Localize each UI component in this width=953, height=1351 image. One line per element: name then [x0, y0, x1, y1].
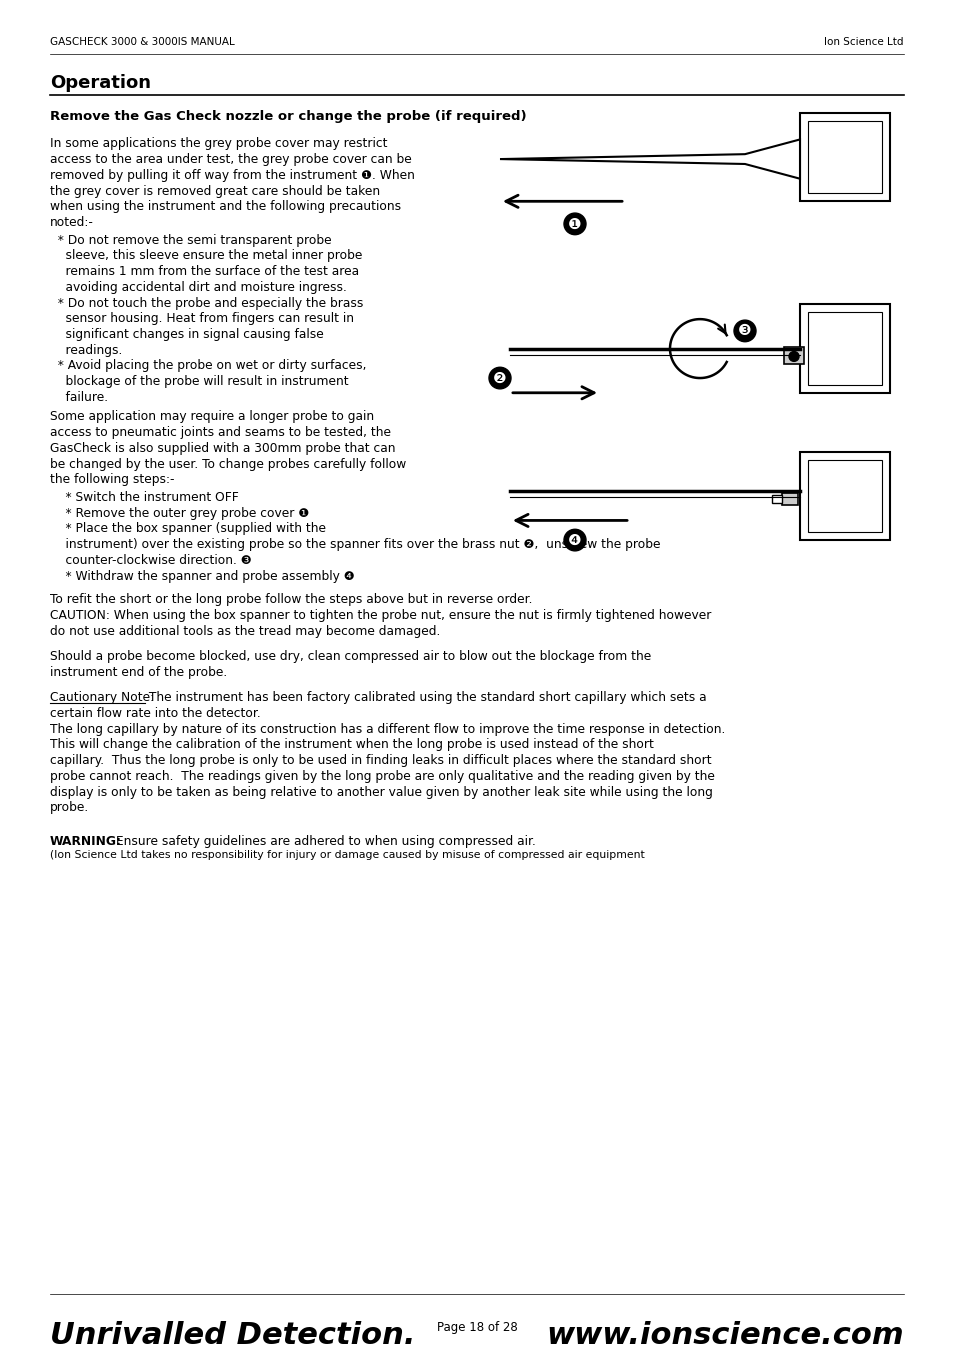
FancyBboxPatch shape — [800, 304, 889, 393]
Text: * Remove the outer grey probe cover ❶: * Remove the outer grey probe cover ❶ — [50, 507, 309, 520]
Text: certain flow rate into the detector.: certain flow rate into the detector. — [50, 707, 260, 720]
Text: Ion Science Ltd: Ion Science Ltd — [823, 38, 903, 47]
Text: * Do not touch the probe and especially the brass: * Do not touch the probe and especially … — [50, 297, 363, 309]
Text: probe.: probe. — [50, 801, 90, 815]
FancyBboxPatch shape — [800, 451, 889, 540]
Text: blockage of the probe will result in instrument: blockage of the probe will result in ins… — [50, 376, 348, 388]
Text: www.ionscience.com: www.ionscience.com — [546, 1321, 903, 1350]
Text: (Ion Science Ltd takes no responsibility for injury or damage caused by misuse o: (Ion Science Ltd takes no responsibility… — [50, 850, 644, 861]
FancyBboxPatch shape — [771, 494, 781, 503]
Text: the following steps:-: the following steps:- — [50, 473, 174, 486]
FancyBboxPatch shape — [807, 459, 882, 532]
Text: avoiding accidental dirt and moisture ingress.: avoiding accidental dirt and moisture in… — [50, 281, 347, 293]
Circle shape — [788, 351, 799, 361]
Text: Some application may require a longer probe to gain: Some application may require a longer pr… — [50, 411, 374, 423]
Text: * Do not remove the semi transparent probe: * Do not remove the semi transparent pro… — [50, 234, 332, 247]
Text: counter-clockwise direction. ❸: counter-clockwise direction. ❸ — [50, 554, 252, 567]
Text: Page 18 of 28: Page 18 of 28 — [436, 1321, 517, 1333]
Text: noted:-: noted:- — [50, 216, 93, 230]
Text: Should a probe become blocked, use dry, clean compressed air to blow out the blo: Should a probe become blocked, use dry, … — [50, 650, 651, 663]
Text: ❸: ❸ — [738, 323, 751, 338]
Polygon shape — [499, 139, 800, 178]
Circle shape — [489, 367, 511, 389]
Text: probe cannot reach.  The readings given by the long probe are only qualitative a: probe cannot reach. The readings given b… — [50, 770, 714, 782]
Text: * Place the box spanner (supplied with the: * Place the box spanner (supplied with t… — [50, 523, 326, 535]
Text: failure.: failure. — [50, 390, 108, 404]
Text: sleeve, this sleeve ensure the metal inner probe: sleeve, this sleeve ensure the metal inn… — [50, 250, 362, 262]
Text: be changed by the user. To change probes carefully follow: be changed by the user. To change probes… — [50, 458, 406, 470]
Text: capillary.  Thus the long probe is only to be used in finding leaks in difficult: capillary. Thus the long probe is only t… — [50, 754, 711, 767]
Text: ❶: ❶ — [568, 216, 581, 231]
Text: GasCheck is also supplied with a 300mm probe that can: GasCheck is also supplied with a 300mm p… — [50, 442, 395, 455]
Text: ❷: ❷ — [493, 370, 506, 385]
Text: readings.: readings. — [50, 343, 122, 357]
FancyBboxPatch shape — [800, 113, 889, 201]
Text: * Switch the instrument OFF: * Switch the instrument OFF — [50, 490, 238, 504]
Circle shape — [563, 530, 585, 551]
Text: CAUTION: When using the box spanner to tighten the probe nut, ensure the nut is : CAUTION: When using the box spanner to t… — [50, 609, 711, 621]
Text: The long capillary by nature of its construction has a different flow to improve: The long capillary by nature of its cons… — [50, 723, 724, 736]
Text: display is only to be taken as being relative to another value given by another : display is only to be taken as being rel… — [50, 785, 712, 798]
Text: access to the area under test, the grey probe cover can be: access to the area under test, the grey … — [50, 153, 412, 166]
Text: Ensure safety guidelines are adhered to when using compressed air.: Ensure safety guidelines are adhered to … — [112, 835, 536, 847]
Text: Unrivalled Detection.: Unrivalled Detection. — [50, 1321, 416, 1350]
Text: when using the instrument and the following precautions: when using the instrument and the follow… — [50, 200, 400, 213]
Text: ❹: ❹ — [568, 532, 581, 547]
Text: GASCHECK 3000 & 3000IS MANUAL: GASCHECK 3000 & 3000IS MANUAL — [50, 38, 234, 47]
Text: Cautionary Note:: Cautionary Note: — [50, 692, 154, 704]
FancyBboxPatch shape — [783, 347, 803, 365]
FancyBboxPatch shape — [807, 120, 882, 193]
Text: This will change the calibration of the instrument when the long probe is used i: This will change the calibration of the … — [50, 739, 653, 751]
Text: remains 1 mm from the surface of the test area: remains 1 mm from the surface of the tes… — [50, 265, 358, 278]
Text: In some applications the grey probe cover may restrict: In some applications the grey probe cove… — [50, 138, 387, 150]
Text: Operation: Operation — [50, 74, 151, 92]
Text: instrument end of the probe.: instrument end of the probe. — [50, 666, 227, 678]
Text: WARNING:: WARNING: — [50, 835, 122, 847]
Circle shape — [563, 213, 585, 235]
Text: access to pneumatic joints and seams to be tested, the: access to pneumatic joints and seams to … — [50, 426, 391, 439]
FancyBboxPatch shape — [781, 493, 797, 505]
Text: To refit the short or the long probe follow the steps above but in reverse order: To refit the short or the long probe fol… — [50, 593, 532, 607]
FancyBboxPatch shape — [807, 312, 882, 385]
Text: do not use additional tools as the tread may become damaged.: do not use additional tools as the tread… — [50, 624, 440, 638]
Text: Remove the Gas Check nozzle or change the probe (if required): Remove the Gas Check nozzle or change th… — [50, 109, 526, 123]
Text: the grey cover is removed great care should be taken: the grey cover is removed great care sho… — [50, 185, 379, 197]
Text: * Withdraw the spanner and probe assembly ❹: * Withdraw the spanner and probe assembl… — [50, 570, 355, 582]
Circle shape — [733, 320, 755, 342]
Text: significant changes in signal causing false: significant changes in signal causing fa… — [50, 328, 323, 340]
Text: * Avoid placing the probe on wet or dirty surfaces,: * Avoid placing the probe on wet or dirt… — [50, 359, 366, 373]
Text: sensor housing. Heat from fingers can result in: sensor housing. Heat from fingers can re… — [50, 312, 354, 326]
Text: The instrument has been factory calibrated using the standard short capillary wh: The instrument has been factory calibrat… — [145, 692, 706, 704]
Text: instrument) over the existing probe so the spanner fits over the brass nut ❷,  u: instrument) over the existing probe so t… — [50, 538, 659, 551]
Text: removed by pulling it off way from the instrument ❶. When: removed by pulling it off way from the i… — [50, 169, 415, 182]
